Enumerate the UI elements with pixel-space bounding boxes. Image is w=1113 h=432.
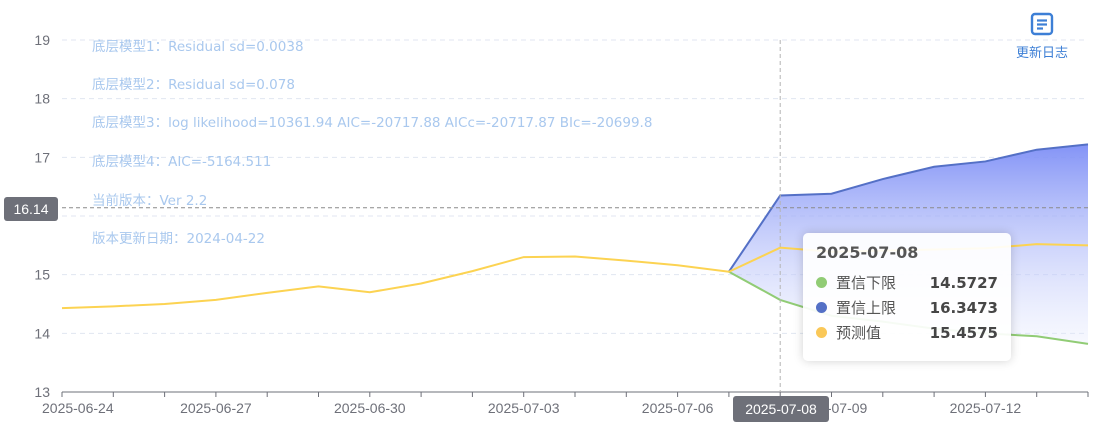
y-tick-label: 15 (34, 267, 50, 283)
annotation-model-4: 底层模型4：AIC=-5164.511 (92, 154, 272, 170)
x-tick-label: 2025-06-27 (180, 400, 252, 416)
annotation-model-2: 底层模型2：Residual sd=0.078 (92, 77, 295, 93)
x-tick-label: 2025-06-24 (42, 400, 114, 416)
tooltip-row-upper: 置信上限 16.3473 (816, 295, 998, 320)
y-tick-label: 19 (34, 32, 50, 48)
y-tick-label: 13 (34, 384, 50, 400)
annotation-update-date: 版本更新日期：2024-04-22 (92, 231, 265, 247)
tooltip-row-name: 预测值 (836, 324, 882, 342)
tooltip-row-name: 置信下限 (836, 274, 897, 292)
series-line-upper (728, 143, 1089, 273)
y-tick-label: 17 (34, 149, 50, 165)
tooltip-row-value: 14.5727 (929, 273, 998, 292)
tooltip-row-value: 15.4575 (929, 323, 998, 342)
legend-dot-lower (816, 277, 827, 288)
axis-pointer (62, 40, 1088, 392)
tooltip-row-name: 置信上限 (836, 299, 897, 317)
annotation-model-3: 底层模型3：log likelihood=10361.94 AIC=-20717… (92, 115, 653, 131)
axes: 131415161718192025-06-242025-06-272025-0… (34, 32, 1089, 416)
document-icon (1030, 12, 1054, 36)
x-tick-label: 2025-06-30 (334, 400, 406, 416)
tooltip-title: 2025-07-08 (816, 243, 919, 262)
y-tick-label: 14 (34, 325, 50, 341)
x-pointer-badge: 2025-07-08 (733, 396, 829, 422)
annotation-version: 当前版本：Ver 2.2 (92, 193, 208, 209)
changelog-label: 更新日志 (1015, 46, 1068, 61)
x-tick-label: 2025-07-12 (950, 400, 1022, 416)
x-tick-label: 2025-07-03 (488, 400, 560, 416)
tooltip: 2025-07-08 置信下限 14.5727 置信上限 16.3473 预测值… (803, 233, 1011, 361)
tooltip-row-value: 16.3473 (929, 298, 998, 317)
legend-dot-upper (816, 302, 827, 313)
tooltip-row-forecast: 预测值 15.4575 (816, 320, 998, 345)
x-tick-label: 2025-07-06 (642, 400, 714, 416)
legend-dot-forecast (816, 327, 827, 338)
y-pointer-badge: 16.14 (4, 197, 58, 221)
tooltip-row-lower: 置信下限 14.5727 (816, 270, 998, 295)
annotation-model-1: 底层模型1：Residual sd=0.0038 (92, 39, 304, 55)
changelog-button[interactable]: 更新日志 (1006, 12, 1078, 61)
y-tick-label: 18 (34, 91, 50, 107)
